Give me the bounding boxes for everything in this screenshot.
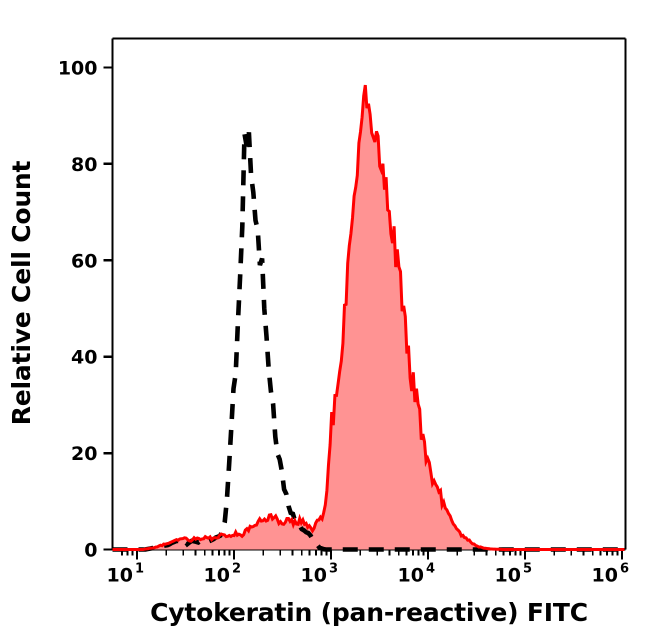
x-tick-label: 10 6 (592, 562, 630, 587)
sample-histogram-line (112, 84, 625, 551)
x-tick-mantissa: 10 (107, 565, 133, 587)
x-axis-title: Cytokeratin (pan-reactive) FITC (150, 598, 588, 627)
x-tick-exponent: 3 (329, 562, 338, 577)
x-axis-tick-labels: 10 1 10 2 10 3 10 4 10 5 10 6 (107, 562, 630, 587)
y-axis-title: Relative Cell Count (7, 160, 36, 425)
y-axis-tick-labels: 0 20 40 60 80 100 (58, 58, 98, 562)
x-tick-exponent: 4 (426, 562, 435, 577)
x-tick-exponent: 2 (232, 562, 241, 577)
y-tick-label: 100 (58, 58, 98, 80)
x-tick-mantissa: 10 (495, 565, 521, 587)
x-tick-label: 10 5 (495, 562, 533, 587)
x-tick-exponent: 6 (620, 562, 629, 577)
x-tick-label: 10 3 (301, 562, 339, 587)
x-tick-label: 10 2 (204, 562, 242, 587)
x-tick-mantissa: 10 (204, 565, 230, 587)
sample-histogram-fill (112, 85, 625, 550)
y-tick-label: 20 (71, 443, 97, 465)
y-axis-ticks (103, 66, 113, 551)
y-tick-label: 40 (71, 347, 97, 369)
x-tick-mantissa: 10 (301, 565, 327, 587)
x-tick-exponent: 1 (135, 562, 144, 577)
x-tick-label: 10 1 (107, 562, 145, 587)
x-axis-minor-ticks (121, 549, 619, 556)
x-tick-exponent: 5 (523, 562, 532, 577)
x-tick-mantissa: 10 (592, 565, 618, 587)
y-tick-label: 80 (71, 154, 97, 176)
data-series-layer (112, 84, 626, 552)
y-tick-label: 60 (71, 250, 97, 272)
x-tick-mantissa: 10 (398, 565, 424, 587)
x-tick-label: 10 4 (398, 562, 436, 587)
y-tick-label: 0 (84, 540, 97, 562)
